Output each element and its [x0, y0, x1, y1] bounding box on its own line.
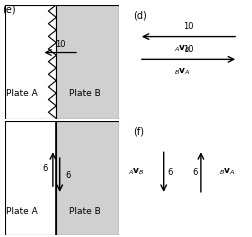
- Text: (e): (e): [3, 5, 16, 15]
- Text: 10: 10: [182, 45, 193, 54]
- Text: $_A\mathbf{v}_B$: $_A\mathbf{v}_B$: [128, 167, 145, 177]
- Text: Plate A: Plate A: [6, 89, 38, 98]
- Text: $_B\mathbf{v}_A$: $_B\mathbf{v}_A$: [173, 67, 190, 77]
- Text: 6: 6: [65, 171, 70, 180]
- Bar: [5, 121, 56, 235]
- Text: Plate B: Plate B: [69, 207, 100, 216]
- Text: 10: 10: [182, 22, 193, 31]
- Text: 10: 10: [55, 40, 65, 49]
- Text: 6: 6: [42, 164, 47, 173]
- Text: (f): (f): [132, 127, 143, 137]
- Text: (d): (d): [132, 10, 146, 20]
- Bar: [5, 5, 56, 118]
- Text: $_B\mathbf{v}_A$: $_B\mathbf{v}_A$: [218, 167, 235, 177]
- Text: Plate B: Plate B: [69, 89, 100, 98]
- Text: Plate A: Plate A: [6, 207, 38, 216]
- Text: $_A\mathbf{v}_B$: $_A\mathbf{v}_B$: [173, 43, 190, 54]
- Text: 6: 6: [191, 168, 197, 177]
- Bar: [56, 5, 118, 118]
- Bar: [56, 121, 118, 235]
- Text: 6: 6: [167, 168, 172, 177]
